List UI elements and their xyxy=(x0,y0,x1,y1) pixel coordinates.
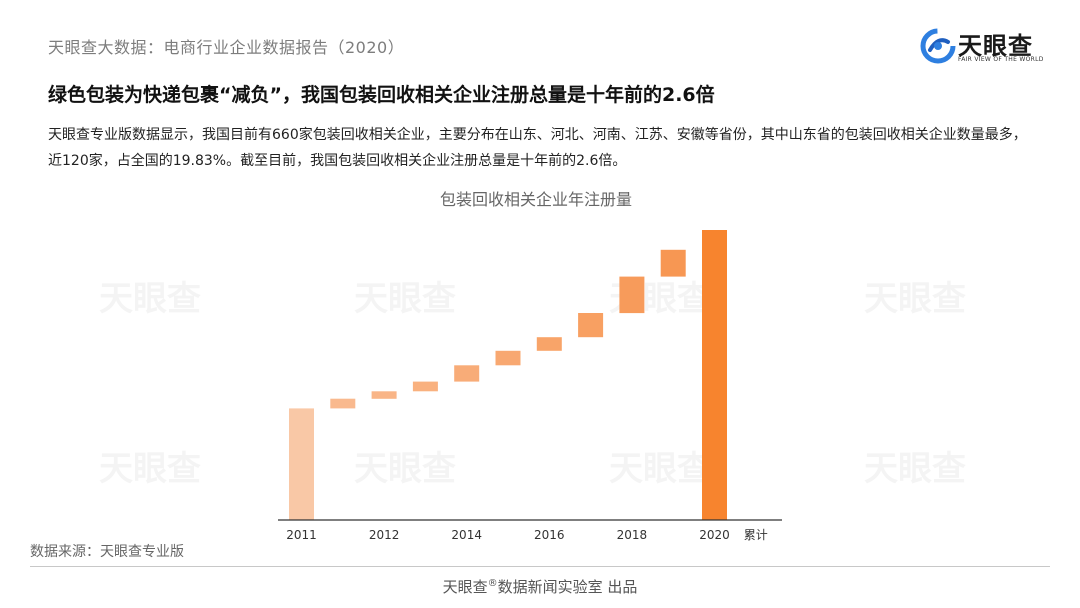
tianyancha-logo: 天眼查 FAIR VIEW OF THE WORLD xyxy=(920,26,1060,68)
report-header-title: 天眼查大数据：电商行业企业数据报告（2020） xyxy=(48,38,405,57)
brand-tagline: FAIR VIEW OF THE WORLD xyxy=(958,56,1044,63)
chart-title: 包装回收相关企业年注册量 xyxy=(440,190,632,209)
watermark-4: 天眼查 xyxy=(864,279,966,319)
x-tick-label-2020: 2020 xyxy=(699,528,730,542)
bar-2013 xyxy=(371,391,397,399)
watermark-8: 天眼查 xyxy=(864,449,966,489)
bar-2020 xyxy=(660,249,686,277)
bar-2014 xyxy=(412,381,438,392)
bar-2016 xyxy=(495,350,521,366)
x-tick-label-累计: 累计 xyxy=(744,528,768,542)
bar-2019 xyxy=(619,276,645,314)
brand-swirl-icon xyxy=(920,28,956,64)
watermark-7: 天眼查 xyxy=(609,449,711,489)
watermark-6: 天眼查 xyxy=(354,449,456,489)
footer-suffix: 数据新闻实验室 出品 xyxy=(497,578,638,596)
bar-2017 xyxy=(536,337,562,351)
brand-name: 天眼查 xyxy=(958,32,1033,60)
x-tick-label-2014: 2014 xyxy=(451,528,482,542)
x-tick-label-2018: 2018 xyxy=(617,528,648,542)
footer-divider xyxy=(30,566,1050,567)
x-tick-label-2016: 2016 xyxy=(534,528,565,542)
data-source-note: 数据来源：天眼查专业版 xyxy=(30,544,184,560)
watermark-5: 天眼查 xyxy=(99,449,201,489)
bar-2018 xyxy=(578,313,604,338)
footer-brand: 天眼查 xyxy=(442,578,488,596)
watermark-1: 天眼查 xyxy=(99,279,201,319)
x-tick-label-2012: 2012 xyxy=(369,528,400,542)
footer-credit: 天眼查®数据新闻实验室 出品 xyxy=(0,576,1080,597)
bar-2011 xyxy=(289,408,314,520)
bar-2015 xyxy=(454,365,480,382)
summary-paragraph: 天眼查专业版数据显示，我国目前有660家包装回收相关企业，主要分布在山东、河北、… xyxy=(48,127,1027,169)
page-headline: 绿色包装为快递包裹“减负”，我国包装回收相关企业注册总量是十年前的2.6倍 xyxy=(48,84,715,106)
watermark-2: 天眼查 xyxy=(354,279,456,319)
registered-mark: ® xyxy=(487,578,498,589)
x-tick-label-2011: 2011 xyxy=(286,528,317,542)
bar-2012 xyxy=(330,398,356,409)
bar-total xyxy=(702,230,727,520)
